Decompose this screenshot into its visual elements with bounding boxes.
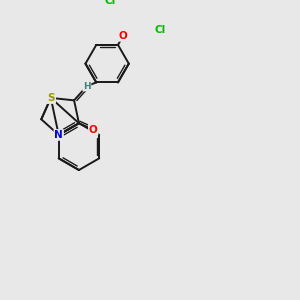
Text: Cl: Cl xyxy=(155,25,166,35)
Text: H: H xyxy=(83,82,91,91)
Text: S: S xyxy=(47,93,55,103)
Text: O: O xyxy=(89,124,98,135)
Text: N: N xyxy=(46,93,55,103)
Text: N: N xyxy=(54,130,63,140)
Text: O: O xyxy=(119,31,128,41)
Text: Cl: Cl xyxy=(104,0,116,6)
